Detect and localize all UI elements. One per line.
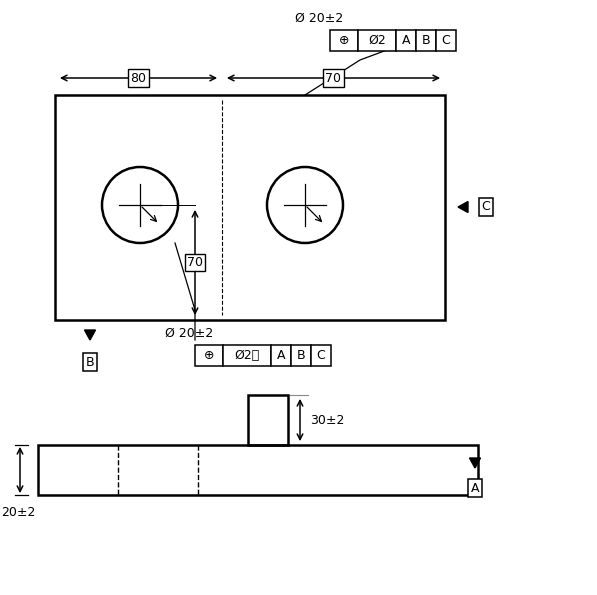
Bar [248,395,288,445]
Bar [311,345,331,366]
Bar [223,345,271,366]
Polygon shape [469,458,481,468]
Text: B: B [421,34,430,47]
Polygon shape [458,202,468,212]
Text: Ø 20±2: Ø 20±2 [165,327,213,340]
Text: Ø2: Ø2 [368,34,386,47]
Bar [195,345,223,366]
Text: C: C [316,349,325,362]
Text: 70: 70 [325,71,341,84]
Text: B: B [297,349,305,362]
Text: Ø 20±2: Ø 20±2 [295,11,343,24]
Bar [358,30,396,51]
Polygon shape [85,330,96,340]
Text: 30±2: 30±2 [310,414,344,427]
Text: 80: 80 [131,71,146,84]
Bar [436,30,456,51]
Text: B: B [86,355,94,368]
Text: C: C [442,34,450,47]
Text: 20±2: 20±2 [1,506,35,519]
Bar [271,345,291,366]
Bar [38,445,478,495]
Text: ⊕: ⊕ [338,34,349,47]
Bar [55,95,445,320]
Text: A: A [402,34,410,47]
Text: Ø2Ⓜ: Ø2Ⓜ [235,349,260,362]
Text: A: A [471,481,479,494]
Bar [291,345,311,366]
Text: C: C [482,201,490,214]
Text: A: A [277,349,285,362]
Text: ⊕: ⊕ [204,349,214,362]
Text: 70: 70 [187,256,203,269]
Bar [396,30,416,51]
Bar [416,30,436,51]
Bar [330,30,358,51]
